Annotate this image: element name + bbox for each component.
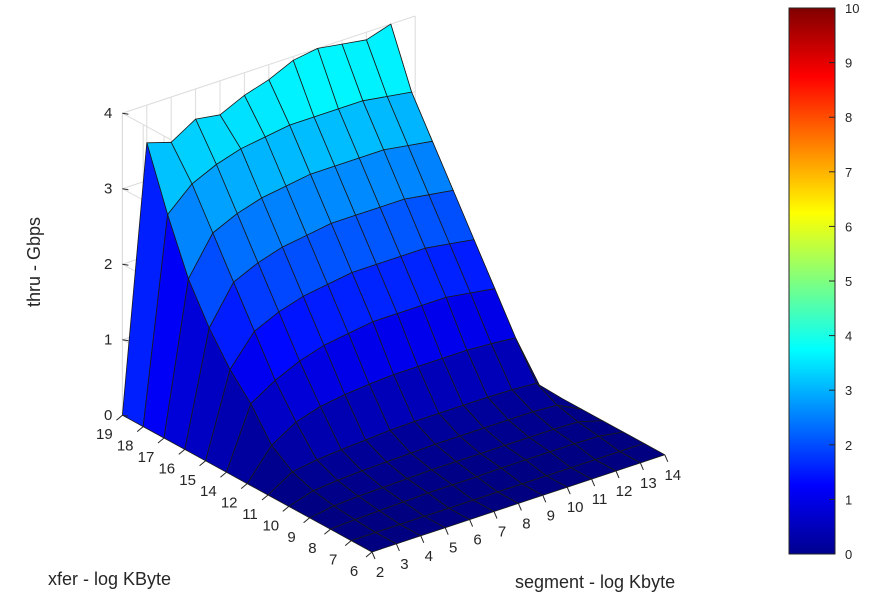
x-tick-mark <box>517 503 522 511</box>
colorbar-tick-label: 8 <box>845 110 852 125</box>
x-tick-label: 9 <box>547 507 555 524</box>
y-tick-label: 7 <box>329 552 337 569</box>
y-tick-mark <box>344 540 352 546</box>
y-tick-mark <box>261 494 269 501</box>
surface-patch <box>350 532 397 553</box>
y-tick-mark <box>365 551 373 558</box>
z-tick-mark <box>122 112 129 115</box>
colorbar-tick-label: 10 <box>845 1 859 16</box>
y-tick-label: 16 <box>158 460 175 477</box>
y-tick-label: 12 <box>221 495 238 512</box>
surface-mesh <box>122 23 666 553</box>
y-tick-mark <box>116 414 123 421</box>
y-tick-mark <box>303 517 310 524</box>
y-tick-label: 15 <box>179 472 196 489</box>
y-tick-label: 17 <box>138 449 155 466</box>
z-tick-mark <box>122 414 129 417</box>
x-tick-mark <box>395 543 400 552</box>
x-tick-mark <box>444 527 449 535</box>
y-tick-label: 14 <box>200 483 217 500</box>
colorbar: 0 1 2 3 4 5 6 7 8 9 10 <box>788 1 859 562</box>
z-tick-mark <box>122 263 129 266</box>
y-tick-mark <box>199 460 206 467</box>
x-tick-label: 10 <box>567 499 584 516</box>
x-tick-label: 4 <box>425 548 433 565</box>
colorbar-tick-label: 7 <box>845 165 852 180</box>
z-tick-label: 3 <box>104 181 112 198</box>
x-tick-mark <box>469 519 474 527</box>
x-axis-label: segment - log Kbyte <box>515 572 675 592</box>
colorbar-tick-label: 0 <box>845 547 852 562</box>
x-tick-label: 5 <box>449 540 457 557</box>
z-tick-label: 4 <box>104 105 112 122</box>
x-tick-mark <box>639 462 644 471</box>
y-tick-label: 8 <box>308 540 316 557</box>
x-tick-mark <box>493 511 498 519</box>
colorbar-tick-label: 4 <box>845 329 852 344</box>
y-tick-label: 9 <box>287 529 295 546</box>
x-tick-mark <box>542 495 547 503</box>
colorbar-tick-label: 1 <box>845 492 852 507</box>
colorbar-tick-label: 5 <box>845 274 852 289</box>
x-tick-mark <box>664 454 669 462</box>
x-tick-mark <box>420 535 425 543</box>
colorbar-tick-label: 6 <box>845 219 852 234</box>
y-tick-mark <box>136 426 144 432</box>
x-tick-label: 14 <box>664 467 681 484</box>
x-tick-label: 7 <box>498 524 506 541</box>
y-tick-label: 18 <box>117 438 134 455</box>
x-tick-mark <box>615 470 620 479</box>
y-tick-label: 6 <box>350 563 358 580</box>
y-tick-label: 10 <box>262 517 279 534</box>
x-tick-label: 13 <box>640 475 657 492</box>
colorbar-tick-label: 2 <box>845 438 852 453</box>
x-tick-mark <box>566 487 571 495</box>
x-tick-label: 8 <box>522 515 530 532</box>
wall-gridline <box>122 15 416 114</box>
z-tick-label: 1 <box>104 332 112 349</box>
z-tick-label: 2 <box>104 256 112 273</box>
x-tick-mark <box>591 478 596 487</box>
x-tick-label: 11 <box>592 491 608 508</box>
x-tick-label: 2 <box>376 564 384 581</box>
y-tick-mark <box>157 437 165 444</box>
x-tick-label: 12 <box>616 483 633 500</box>
colorbar-bar <box>788 7 836 555</box>
y-axis-label: xfer - log KByte <box>48 569 171 589</box>
z-tick-label: 0 <box>104 407 112 424</box>
y-tick-mark <box>220 471 227 478</box>
z-tick-mark <box>122 188 129 191</box>
y-tick-mark <box>178 449 186 455</box>
y-tick-label: 11 <box>242 506 258 523</box>
z-axis-label: thru - Gbps <box>24 217 44 307</box>
y-tick-mark <box>282 506 290 512</box>
y-tick-mark <box>240 483 248 489</box>
z-tick-mark <box>122 339 129 342</box>
colorbar-tick-label: 3 <box>845 383 852 398</box>
x-tick-mark <box>371 551 376 560</box>
y-tick-label: 19 <box>96 426 113 443</box>
colorbar-tick-label: 9 <box>845 56 852 71</box>
x-tick-label: 6 <box>473 532 481 549</box>
x-tick-label: 3 <box>400 556 408 573</box>
y-tick-mark <box>324 528 331 535</box>
